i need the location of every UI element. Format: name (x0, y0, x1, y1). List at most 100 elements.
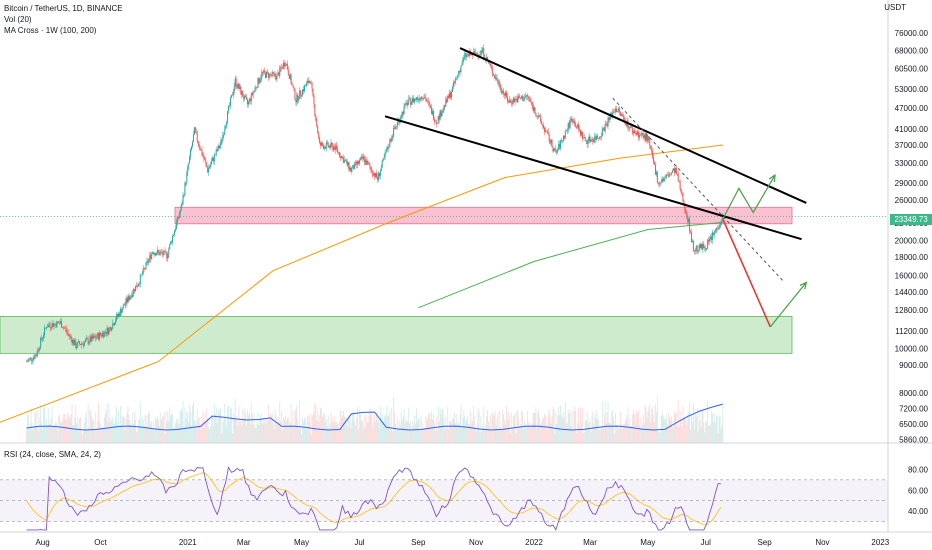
volume-bar (435, 416, 437, 443)
volume-bar (167, 410, 169, 443)
ma-cross-legend[interactable]: MA Cross · 1W (100, 200) (4, 26, 97, 35)
candle-body (251, 93, 253, 95)
candle-body (301, 95, 303, 96)
volume-bar (591, 416, 593, 443)
candle-body (298, 98, 300, 101)
volume-bar (278, 422, 280, 443)
candle-body (41, 338, 43, 340)
candle-body (594, 136, 596, 140)
candle-body (697, 250, 699, 252)
rsi-legend[interactable]: RSI (24, close, SMA, 24, 2) (4, 450, 101, 459)
volume-bar (140, 427, 142, 443)
candle-body (225, 125, 227, 129)
volume-bar (701, 410, 703, 443)
candle-body (180, 205, 182, 211)
volume-bar (266, 418, 267, 443)
candle-body (453, 82, 455, 84)
volume-bar (179, 410, 181, 443)
candle-body (147, 261, 149, 263)
candle-body (680, 189, 682, 193)
volume-bar (657, 431, 659, 443)
volume-bar (527, 421, 529, 443)
candle-body (134, 288, 136, 292)
candle-body (531, 102, 533, 106)
candle-body (105, 332, 107, 334)
volume-bar (560, 405, 561, 443)
candle-body (561, 140, 563, 142)
volume-bar (585, 420, 587, 443)
candle-body (444, 105, 446, 107)
volume-bar (477, 407, 479, 443)
candle-body (291, 84, 293, 85)
candle-body (568, 123, 570, 128)
volume-bar (30, 407, 32, 443)
candle-body (165, 251, 167, 253)
candle-body (236, 86, 238, 88)
volume-bar (416, 421, 418, 443)
volume-bar (324, 422, 326, 443)
candle-body (432, 111, 434, 115)
volume-bar (394, 412, 395, 443)
volume-bar (102, 427, 104, 443)
candle-body (704, 247, 706, 249)
volume-bar (452, 417, 453, 443)
candle-body (582, 137, 584, 139)
volume-bar (703, 422, 705, 443)
candle-body (169, 244, 171, 250)
candle-body (409, 98, 411, 99)
volume-bar (390, 429, 392, 443)
candle-body (267, 72, 269, 78)
candle-body (498, 82, 500, 84)
volume-bar (340, 410, 341, 443)
candle-body (663, 178, 665, 181)
candle-body (406, 102, 408, 106)
candle-body (231, 94, 233, 96)
volume-bar (363, 415, 365, 443)
volume-bar (494, 410, 496, 443)
volume-legend[interactable]: Vol (20) (4, 15, 32, 24)
candle-body (650, 145, 652, 149)
volume-bar (429, 412, 431, 443)
candle-body (264, 70, 266, 73)
volume-bar (288, 425, 290, 443)
volume-bar (378, 428, 380, 443)
volume-bar (255, 427, 257, 443)
candle-body (266, 71, 268, 73)
price-tick-label: 18000.00 (895, 253, 929, 262)
price-tick-label: 76000.00 (895, 29, 929, 38)
volume-bar (50, 418, 52, 443)
candle-body (345, 160, 347, 162)
candle-body (694, 249, 696, 252)
candle-body (487, 56, 489, 61)
candle-body (370, 167, 372, 170)
candle-body (245, 95, 247, 98)
symbol-legend[interactable]: Bitcoin / TetherUS, 1D, BINANCE (4, 4, 123, 13)
volume-bar (450, 420, 451, 443)
candle-body (323, 146, 325, 149)
volume-bar (676, 426, 678, 443)
volume-bar (687, 414, 689, 443)
volume-bar (658, 432, 660, 443)
volume-bar (232, 412, 234, 443)
volume-bar (672, 426, 673, 443)
candle-body (336, 144, 338, 149)
candle-body (673, 168, 675, 174)
candle-body (707, 239, 709, 249)
volume-bar (508, 417, 510, 443)
volume-bar (323, 413, 325, 443)
candle-body (73, 340, 75, 346)
volume-bar (320, 407, 321, 443)
volume-bar (455, 414, 457, 443)
volume-bar (565, 424, 567, 443)
candle-body (130, 295, 132, 298)
candle-body (466, 54, 468, 58)
volume-bar (410, 421, 412, 443)
time-tick-label: 2023 (871, 538, 889, 547)
candle-body (285, 63, 287, 65)
candle-body (684, 203, 686, 211)
candle-body (524, 97, 526, 100)
candle-body (53, 323, 55, 327)
candle-body (685, 210, 687, 214)
candle-body (352, 164, 354, 169)
